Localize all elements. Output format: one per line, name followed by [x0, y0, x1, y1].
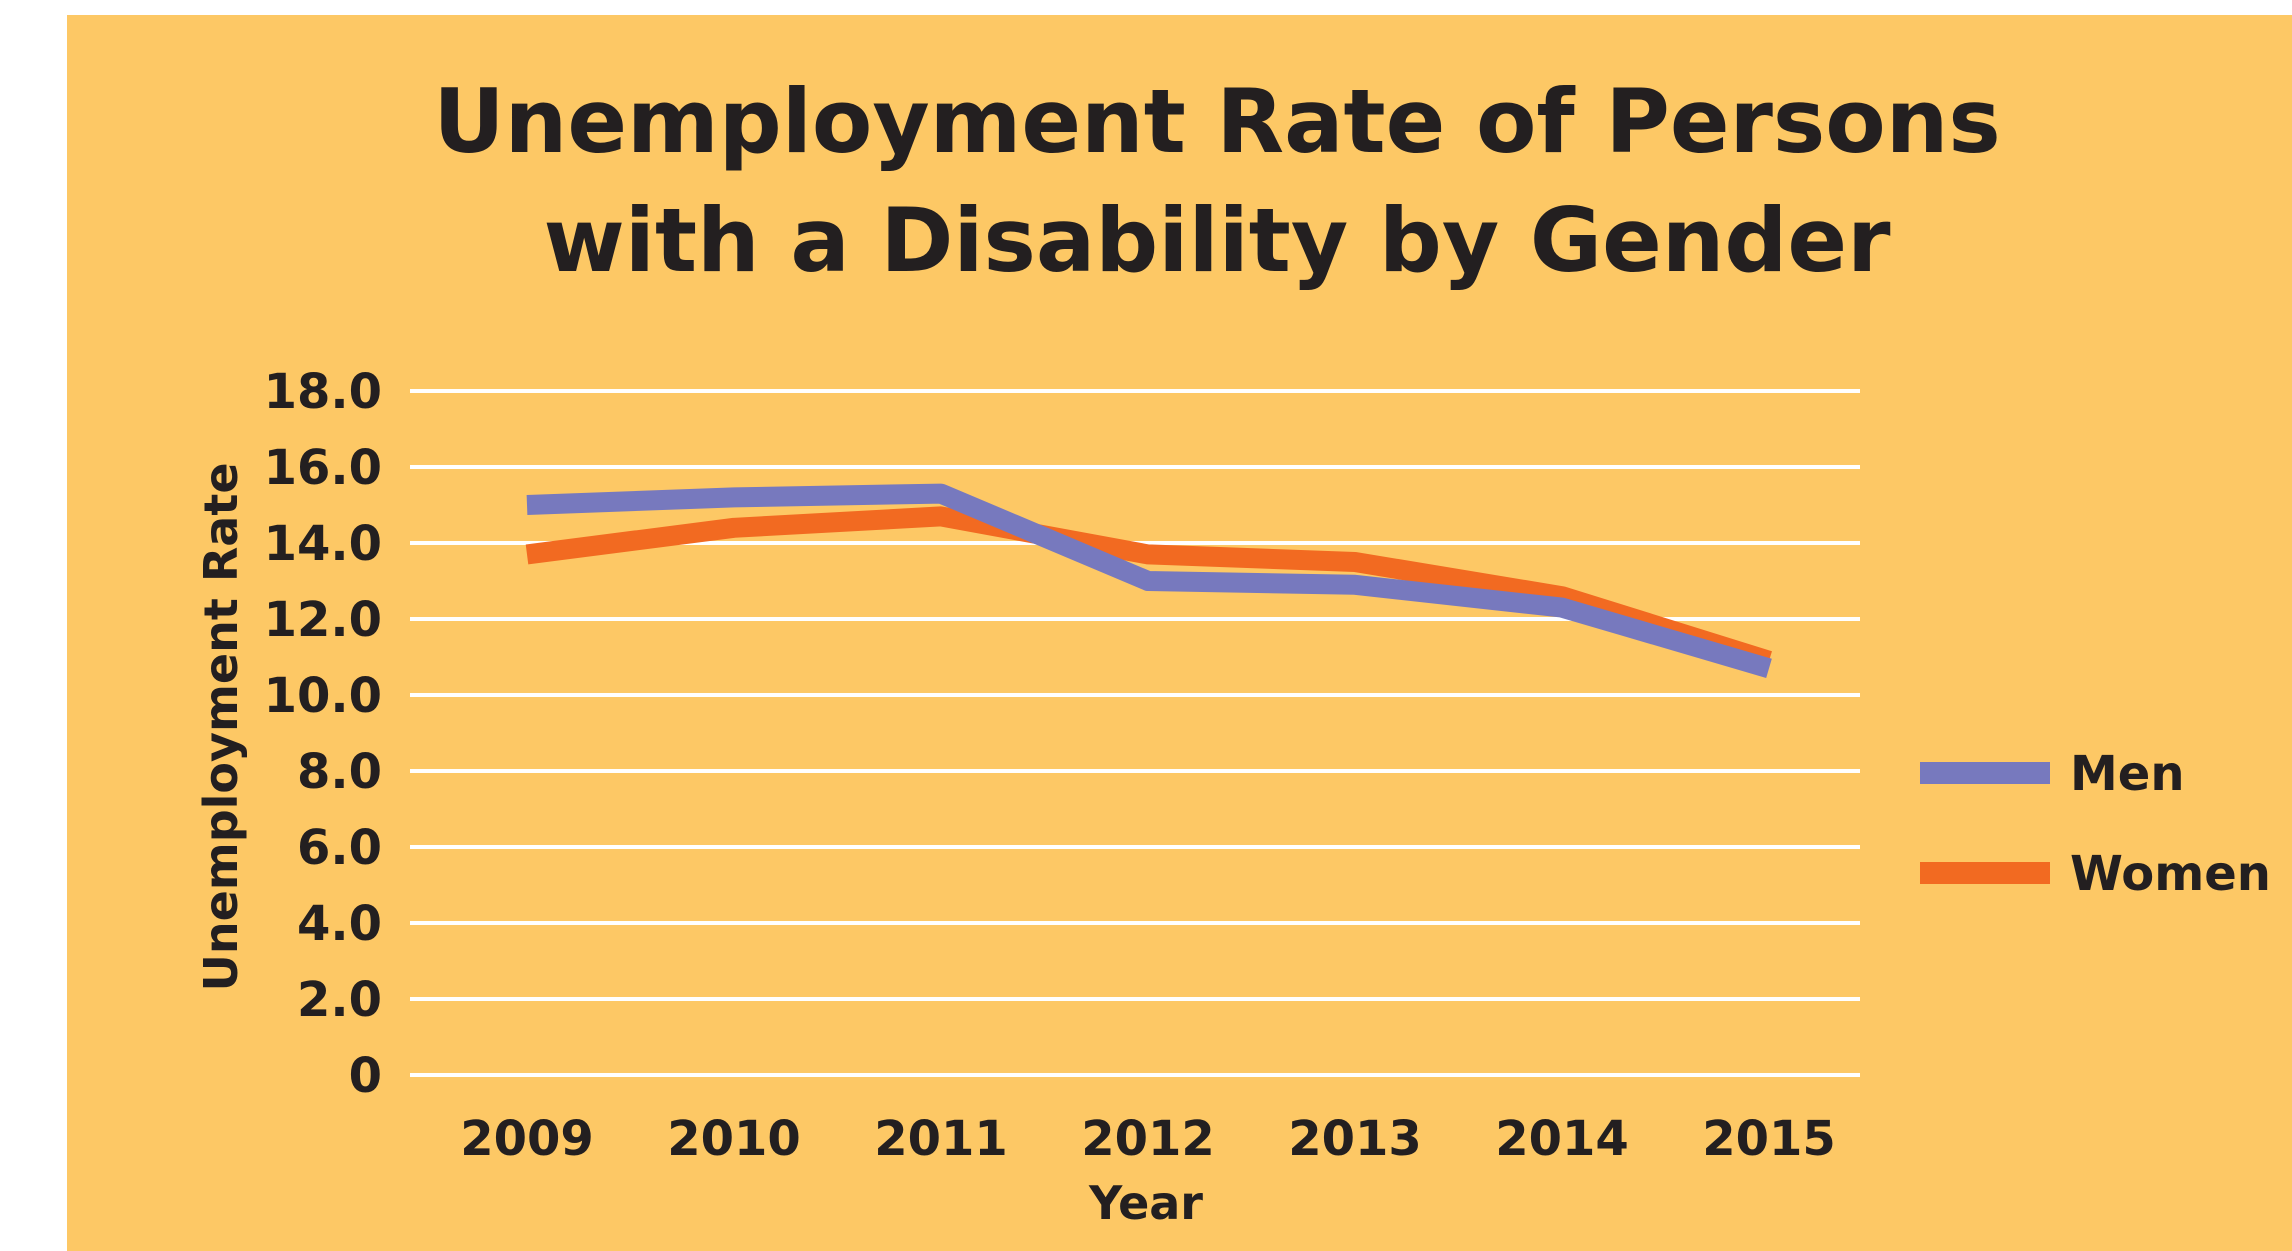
chart-panel: Unemployment Rate of Persons with a Disa…: [67, 15, 2292, 1251]
y-tick-label: 2.0: [297, 972, 382, 1028]
chart-title: Unemployment Rate of Persons with a Disa…: [433, 70, 2001, 292]
y-tick-label: 6.0: [297, 820, 382, 876]
x-axis-label: Year: [1088, 1176, 1203, 1230]
line-chart: Unemployment Rate of Persons with a Disa…: [194, 70, 2271, 1230]
series-line-men: [526, 483, 1772, 678]
legend-label-men: Men: [2070, 746, 2185, 802]
chart-title-line-2: with a Disability by Gender: [544, 189, 1892, 292]
y-tick-label: 18.0: [264, 364, 382, 420]
x-axis-ticks: 2009 2010 2011 2012 2013 2014 2015: [460, 1111, 1836, 1167]
gridlines: [410, 389, 1860, 1077]
y-axis-label: Unemployment Rate: [194, 462, 248, 991]
x-tick-label: 2011: [874, 1111, 1008, 1167]
y-tick-label: 4.0: [297, 896, 382, 952]
legend-label-women: Women: [2070, 846, 2271, 902]
x-tick-label: 2015: [1702, 1111, 1836, 1167]
y-tick-label: 8.0: [297, 744, 382, 800]
x-tick-label: 2014: [1495, 1111, 1629, 1167]
y-axis-ticks: 0 2.0 4.0 6.0 8.0 10.0 12.0 14.0 16.0 18.0: [264, 364, 382, 1104]
x-tick-label: 2012: [1081, 1111, 1215, 1167]
y-tick-label: 0: [349, 1048, 382, 1104]
y-tick-label: 14.0: [264, 516, 382, 572]
chart-title-line-1: Unemployment Rate of Persons: [433, 70, 2001, 173]
series-lines: [525, 483, 1772, 678]
series-line-women: [525, 506, 1772, 671]
x-tick-label: 2013: [1288, 1111, 1422, 1167]
y-tick-label: 10.0: [264, 668, 382, 724]
y-tick-label: 16.0: [264, 440, 382, 496]
x-tick-label: 2009: [460, 1111, 594, 1167]
x-tick-label: 2010: [667, 1111, 801, 1167]
y-tick-label: 12.0: [264, 592, 382, 648]
legend: Men Women: [1920, 746, 2271, 902]
